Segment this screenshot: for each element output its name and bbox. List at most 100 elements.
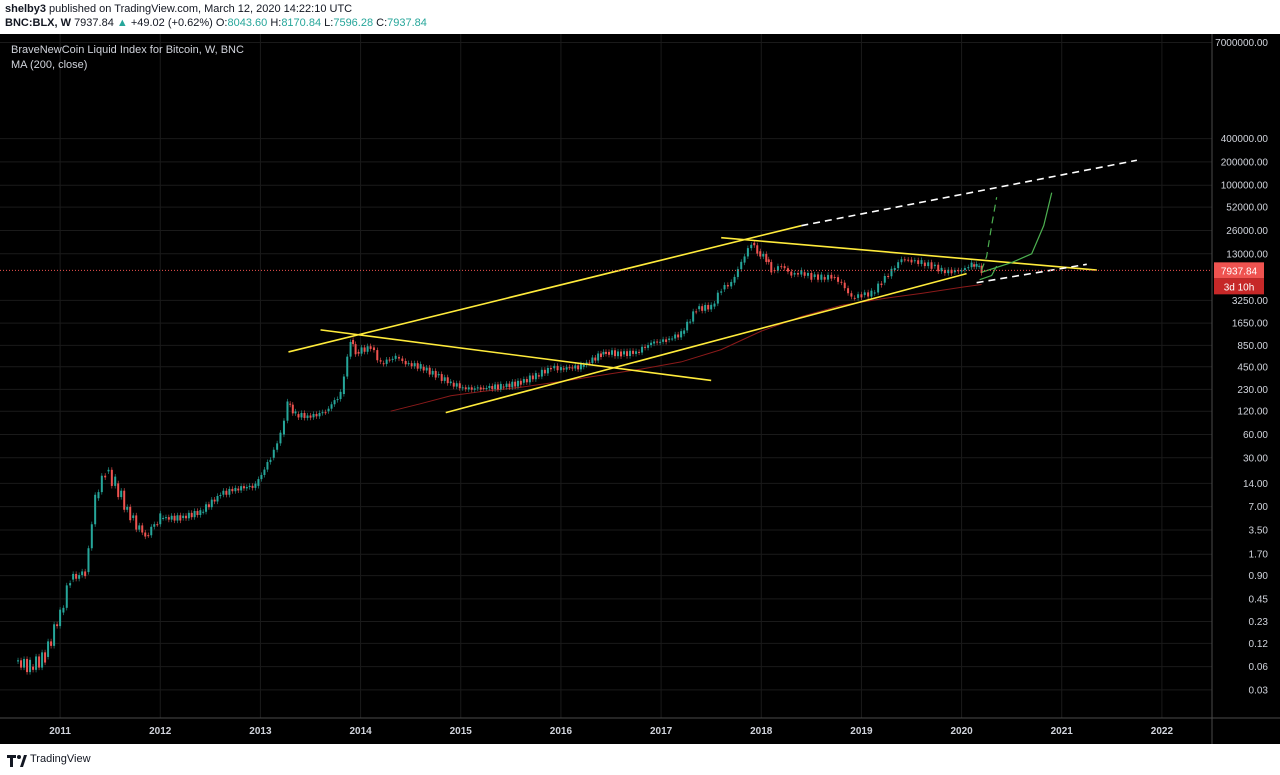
candle-body <box>502 386 505 388</box>
candle-body <box>312 414 315 418</box>
candle-body <box>65 585 68 608</box>
y-tick-label: 0.12 <box>1249 639 1269 650</box>
trendline <box>976 263 1087 284</box>
candle-body <box>641 346 644 353</box>
candle-body <box>279 432 282 444</box>
candle-body <box>300 412 303 418</box>
candle-body <box>266 462 269 470</box>
candle-body <box>333 400 336 405</box>
candle-body <box>823 277 826 280</box>
high-value: 8170.84 <box>281 17 322 29</box>
candle-body <box>553 365 556 369</box>
candle-body <box>303 412 306 418</box>
candle-body <box>72 573 75 580</box>
y-tick-label: 7000000.00 <box>1215 38 1268 49</box>
candle-body <box>404 360 407 365</box>
candle-body <box>199 510 202 515</box>
candle-body <box>608 351 611 355</box>
x-tick-label: 2012 <box>149 726 172 737</box>
candle-body <box>632 350 635 354</box>
ma-line <box>390 284 982 412</box>
candle-body <box>647 345 650 348</box>
candle-body <box>449 381 452 384</box>
y-tick-label: 400000.00 <box>1221 134 1269 145</box>
candle-body <box>360 347 363 354</box>
candle-body <box>32 666 35 670</box>
trendline <box>801 159 1138 227</box>
candle-body <box>940 267 943 272</box>
candle-body <box>309 415 312 418</box>
symbol-line: BNC:BLX, W 7937.84 ▲ +49.02 (+0.62%) O:8… <box>5 17 427 29</box>
candle-body <box>710 304 713 310</box>
candle-body <box>446 377 449 384</box>
candle-body <box>237 488 240 491</box>
chart-area[interactable]: 7000000.00 400000.00 200000.00 100000.00 520… <box>0 34 1280 744</box>
candle-body <box>29 659 32 673</box>
candle-body <box>170 515 173 520</box>
candle-body <box>100 475 103 493</box>
candle-body <box>579 364 582 370</box>
candle-body <box>680 331 683 338</box>
candle-body <box>571 367 574 369</box>
chart-svg[interactable]: 7000000.00 400000.00 200000.00 100000.00 520… <box>0 34 1280 744</box>
candle-body <box>75 573 78 579</box>
candle-body <box>245 486 248 489</box>
candle-body <box>759 251 762 257</box>
candle-body <box>132 515 135 518</box>
y-tick-label: 0.90 <box>1249 571 1269 582</box>
candle-body <box>167 517 170 520</box>
candle-body <box>104 475 107 478</box>
candle-body <box>228 488 231 495</box>
candle-body <box>653 341 656 344</box>
candle-body <box>516 380 519 387</box>
candle-body <box>957 270 960 272</box>
candle-body <box>746 248 749 257</box>
legend-indicator[interactable]: MA (200, close) <box>11 59 88 71</box>
footer: TradingView <box>0 744 1280 775</box>
legend-title: BraveNewCoin Liquid Index for Bitcoin, W… <box>11 44 244 56</box>
candle-body <box>410 363 413 367</box>
candle-body <box>455 383 458 387</box>
candle-body <box>327 408 330 412</box>
candle-body <box>967 267 970 269</box>
candle-body <box>485 388 488 390</box>
candle-body <box>90 524 93 549</box>
candle-body <box>369 346 372 349</box>
y-tick-label: 200000.00 <box>1221 157 1269 168</box>
candle-body <box>385 359 388 364</box>
candle-body <box>540 369 543 377</box>
x-tick-label: 2021 <box>1051 726 1074 737</box>
candle-body <box>422 366 425 371</box>
candle-body <box>391 358 394 360</box>
y-tick-label: 450.00 <box>1237 362 1268 373</box>
tradingview-brand[interactable]: TradingView <box>30 753 91 765</box>
candle-body <box>840 281 843 283</box>
candle-body <box>318 413 321 417</box>
candle-body <box>260 474 263 480</box>
candle-body <box>407 363 410 365</box>
candle-body <box>315 414 318 417</box>
close-value: 7937.84 <box>387 17 427 29</box>
open-label: O: <box>215 17 228 29</box>
candle-body <box>531 375 534 380</box>
candle-body <box>597 353 600 361</box>
candle-body <box>599 353 602 357</box>
author-name[interactable]: shelby3 <box>5 3 46 15</box>
candle-body <box>890 268 893 277</box>
candle-body <box>800 270 803 275</box>
candle-body <box>776 266 779 271</box>
candle-body <box>810 272 813 280</box>
candle-body <box>437 374 440 376</box>
candle-body <box>216 495 219 502</box>
candle-body <box>786 268 789 272</box>
tradingview-logo-icon[interactable] <box>7 753 27 767</box>
chart-header: shelby3 published on TradingView.com, Ma… <box>0 0 1280 34</box>
candle-body <box>196 510 199 515</box>
candle-body <box>756 245 759 254</box>
candle-body <box>120 490 123 498</box>
candle-body <box>193 510 196 518</box>
candle-body <box>900 259 903 263</box>
candle-body <box>496 384 499 390</box>
candle-body <box>863 292 866 296</box>
candle-body <box>23 658 26 668</box>
